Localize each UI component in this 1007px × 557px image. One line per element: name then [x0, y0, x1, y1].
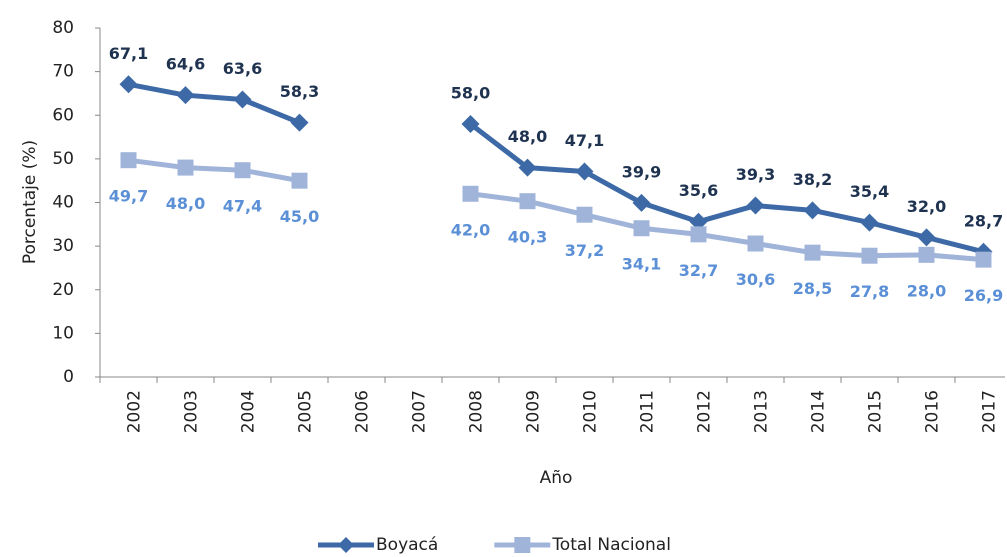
y-tick-label: 70 — [52, 62, 74, 82]
marker — [576, 206, 593, 223]
value-label: 34,1 — [622, 255, 661, 274]
x-tick-label: 2017 — [980, 390, 1000, 433]
value-label: 39,3 — [736, 165, 775, 184]
marker — [119, 75, 138, 94]
value-label: 28,0 — [907, 281, 946, 300]
x-tick-label: 2009 — [524, 390, 544, 433]
marker — [861, 247, 878, 264]
marker — [233, 90, 252, 109]
x-tick-label: 2012 — [695, 390, 715, 433]
marker — [918, 246, 935, 263]
series-line — [470, 191, 984, 263]
x-tick-label: 2007 — [410, 390, 430, 433]
y-tick-label: 10 — [52, 323, 74, 343]
y-tick-label: 20 — [52, 280, 74, 300]
series-line — [128, 157, 300, 184]
value-label: 48,0 — [508, 127, 547, 146]
y-axis-title: Porcentaje (%) — [20, 140, 40, 264]
x-axis-title: Año — [540, 468, 573, 488]
x-tick-label: 2004 — [239, 390, 259, 433]
y-tick-label: 80 — [52, 18, 74, 38]
x-tick-label: 2016 — [923, 390, 943, 433]
x-tick-label: 2010 — [581, 390, 601, 433]
marker — [804, 244, 821, 261]
x-tick-label: 2013 — [752, 390, 772, 433]
marker — [290, 113, 309, 132]
marker — [633, 220, 650, 237]
marker — [690, 226, 707, 243]
value-label: 67,1 — [109, 44, 148, 63]
value-label: 48,0 — [166, 194, 205, 213]
value-label: 37,2 — [565, 241, 604, 260]
value-label: 35,4 — [850, 182, 889, 201]
x-tick-label: 2005 — [296, 390, 316, 433]
value-label: 40,3 — [508, 228, 547, 247]
legend-marker — [338, 537, 354, 553]
marker — [746, 196, 765, 215]
y-tick-label: 0 — [63, 367, 74, 387]
value-label: 35,6 — [679, 181, 718, 200]
marker — [518, 158, 537, 177]
value-label: 30,6 — [736, 270, 775, 289]
x-tick-label: 2002 — [125, 390, 145, 433]
marker — [860, 213, 879, 232]
value-label: 28,7 — [964, 211, 1003, 230]
value-label: 26,9 — [964, 286, 1003, 305]
legend-label: Total Nacional — [551, 535, 671, 555]
marker — [120, 152, 137, 169]
marker — [234, 162, 251, 179]
value-label: 47,1 — [565, 131, 604, 150]
marker — [462, 185, 479, 202]
value-label: 28,5 — [793, 279, 832, 298]
marker — [632, 193, 651, 212]
value-label: 58,0 — [451, 83, 490, 102]
legend-label: Boyacá — [376, 535, 438, 555]
value-label: 45,0 — [280, 207, 319, 226]
x-tick-label: 2011 — [638, 390, 658, 433]
value-label: 47,4 — [223, 197, 262, 216]
x-tick-label: 2003 — [182, 390, 202, 433]
value-label: 63,6 — [223, 59, 262, 78]
x-tick-label: 2014 — [809, 390, 829, 433]
series-line — [468, 121, 985, 255]
value-label: 58,3 — [280, 82, 319, 101]
value-label: 32,0 — [907, 197, 946, 216]
value-label: 38,2 — [793, 170, 832, 189]
marker — [917, 228, 936, 247]
marker — [575, 162, 594, 181]
value-label: 39,9 — [622, 162, 661, 181]
legend-marker — [514, 537, 531, 553]
marker — [689, 212, 708, 231]
marker — [177, 159, 194, 176]
marker — [519, 193, 536, 210]
y-tick-label: 60 — [52, 105, 74, 125]
marker — [975, 251, 992, 268]
value-label: 32,7 — [679, 261, 718, 280]
y-tick-label: 50 — [52, 149, 74, 169]
value-label: 27,8 — [850, 282, 889, 301]
x-tick-label: 2015 — [866, 390, 886, 433]
series-line — [128, 81, 301, 125]
marker — [747, 235, 764, 252]
marker — [461, 114, 480, 133]
value-label: 64,6 — [166, 55, 205, 74]
x-tick-label: 2008 — [467, 390, 487, 433]
x-tick-label: 2006 — [353, 390, 373, 433]
value-label: 49,7 — [109, 187, 148, 206]
y-tick-label: 30 — [52, 236, 74, 256]
marker — [803, 201, 822, 220]
marker — [176, 86, 195, 105]
marker — [291, 172, 308, 189]
value-label: 42,0 — [451, 220, 490, 239]
y-tick-label: 40 — [52, 193, 74, 213]
